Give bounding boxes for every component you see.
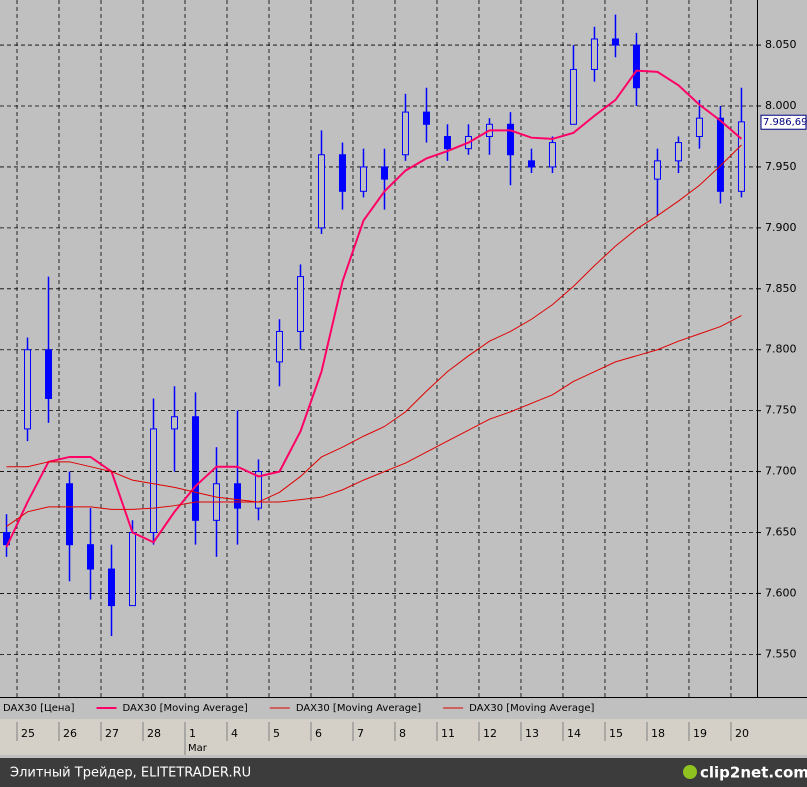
candle-body [296, 276, 304, 332]
candle-body [674, 142, 682, 162]
x-tick-label: 1 [189, 727, 196, 740]
x-tick-label: 12 [483, 727, 497, 740]
candle-body [380, 166, 388, 180]
y-tick-label: 7.600 [765, 586, 797, 599]
candle-body [695, 117, 703, 137]
footer-text: Элитный Трейдер, ELITETRADER.RU [10, 766, 251, 781]
candle-body [24, 349, 32, 430]
candle-body [359, 166, 367, 192]
candle-body [233, 483, 241, 509]
x-tick-label: 19 [693, 727, 707, 740]
candle-body [632, 44, 640, 89]
y-tick-label: 8.050 [765, 38, 797, 51]
candle-body [716, 117, 724, 192]
candle-body [527, 160, 535, 168]
candle-body [254, 471, 262, 509]
moving-average-line [6, 315, 742, 527]
last-price-label: 7.986,69 [763, 117, 807, 128]
legend-label: DAX30 [Moving Average] [123, 703, 248, 714]
candle-body [611, 38, 619, 46]
y-tick-label: 7.750 [765, 404, 797, 417]
candle-body [569, 68, 577, 125]
y-tick-label: 7.650 [765, 525, 797, 538]
candle-body [129, 531, 137, 607]
x-tick-label: 20 [735, 727, 749, 740]
candle-body [338, 154, 346, 192]
candle-body [443, 135, 451, 150]
y-tick-label: 7.950 [765, 160, 797, 173]
x-tick-label: 28 [147, 727, 161, 740]
candle-body [66, 483, 74, 546]
candle-body [401, 111, 409, 156]
legend-label: DAX30 [Moving Average] [296, 703, 421, 714]
x-tick-label: 25 [21, 727, 35, 740]
y-tick-label: 7.900 [765, 221, 797, 234]
candle-body [108, 568, 116, 607]
footer-logo: clip2net.com [700, 764, 807, 782]
candle-body [653, 160, 661, 180]
candle-body [45, 349, 53, 399]
x-tick-label: 8 [399, 727, 406, 740]
candle-body [87, 544, 95, 570]
moving-average-line [5, 69, 743, 548]
x-tick-label: 13 [525, 727, 539, 740]
x-tick-label: 7 [357, 727, 364, 740]
legend-label: DAX30 [Цена] [3, 703, 75, 714]
candle-body [191, 416, 199, 521]
candle-body [590, 38, 598, 70]
x-tick-label: 27 [105, 727, 119, 740]
logo-icon [683, 765, 697, 779]
x-tick-label: 26 [63, 727, 77, 740]
candle-body [149, 428, 157, 533]
y-tick-label: 7.800 [765, 343, 797, 356]
x-tick-label: 5 [273, 727, 280, 740]
candle-body [275, 330, 283, 363]
candle-body [548, 142, 556, 168]
moving-average-line [6, 144, 742, 503]
x-tick-label: 14 [567, 727, 581, 740]
x-tick-label: 15 [609, 727, 623, 740]
x-tick-label: 4 [231, 727, 238, 740]
candle-body [170, 416, 178, 430]
y-tick-label: 7.850 [765, 282, 797, 295]
x-tick-label: 6 [315, 727, 322, 740]
x-tick-label: 11 [441, 727, 455, 740]
candle-body [506, 123, 514, 156]
date-bar [0, 719, 807, 755]
y-tick-label: 7.700 [765, 465, 797, 478]
candle-body [737, 121, 745, 192]
y-tick-label: 7.550 [765, 647, 797, 660]
y-tick-label: 8.000 [765, 99, 797, 112]
last-price-box [760, 114, 807, 130]
month-label: Mar [188, 743, 208, 754]
footer-bar [0, 758, 807, 787]
legend-label: DAX30 [Moving Average] [469, 703, 594, 714]
candle-body [422, 111, 430, 125]
candle-body [317, 154, 325, 229]
x-tick-label: 18 [651, 727, 665, 740]
